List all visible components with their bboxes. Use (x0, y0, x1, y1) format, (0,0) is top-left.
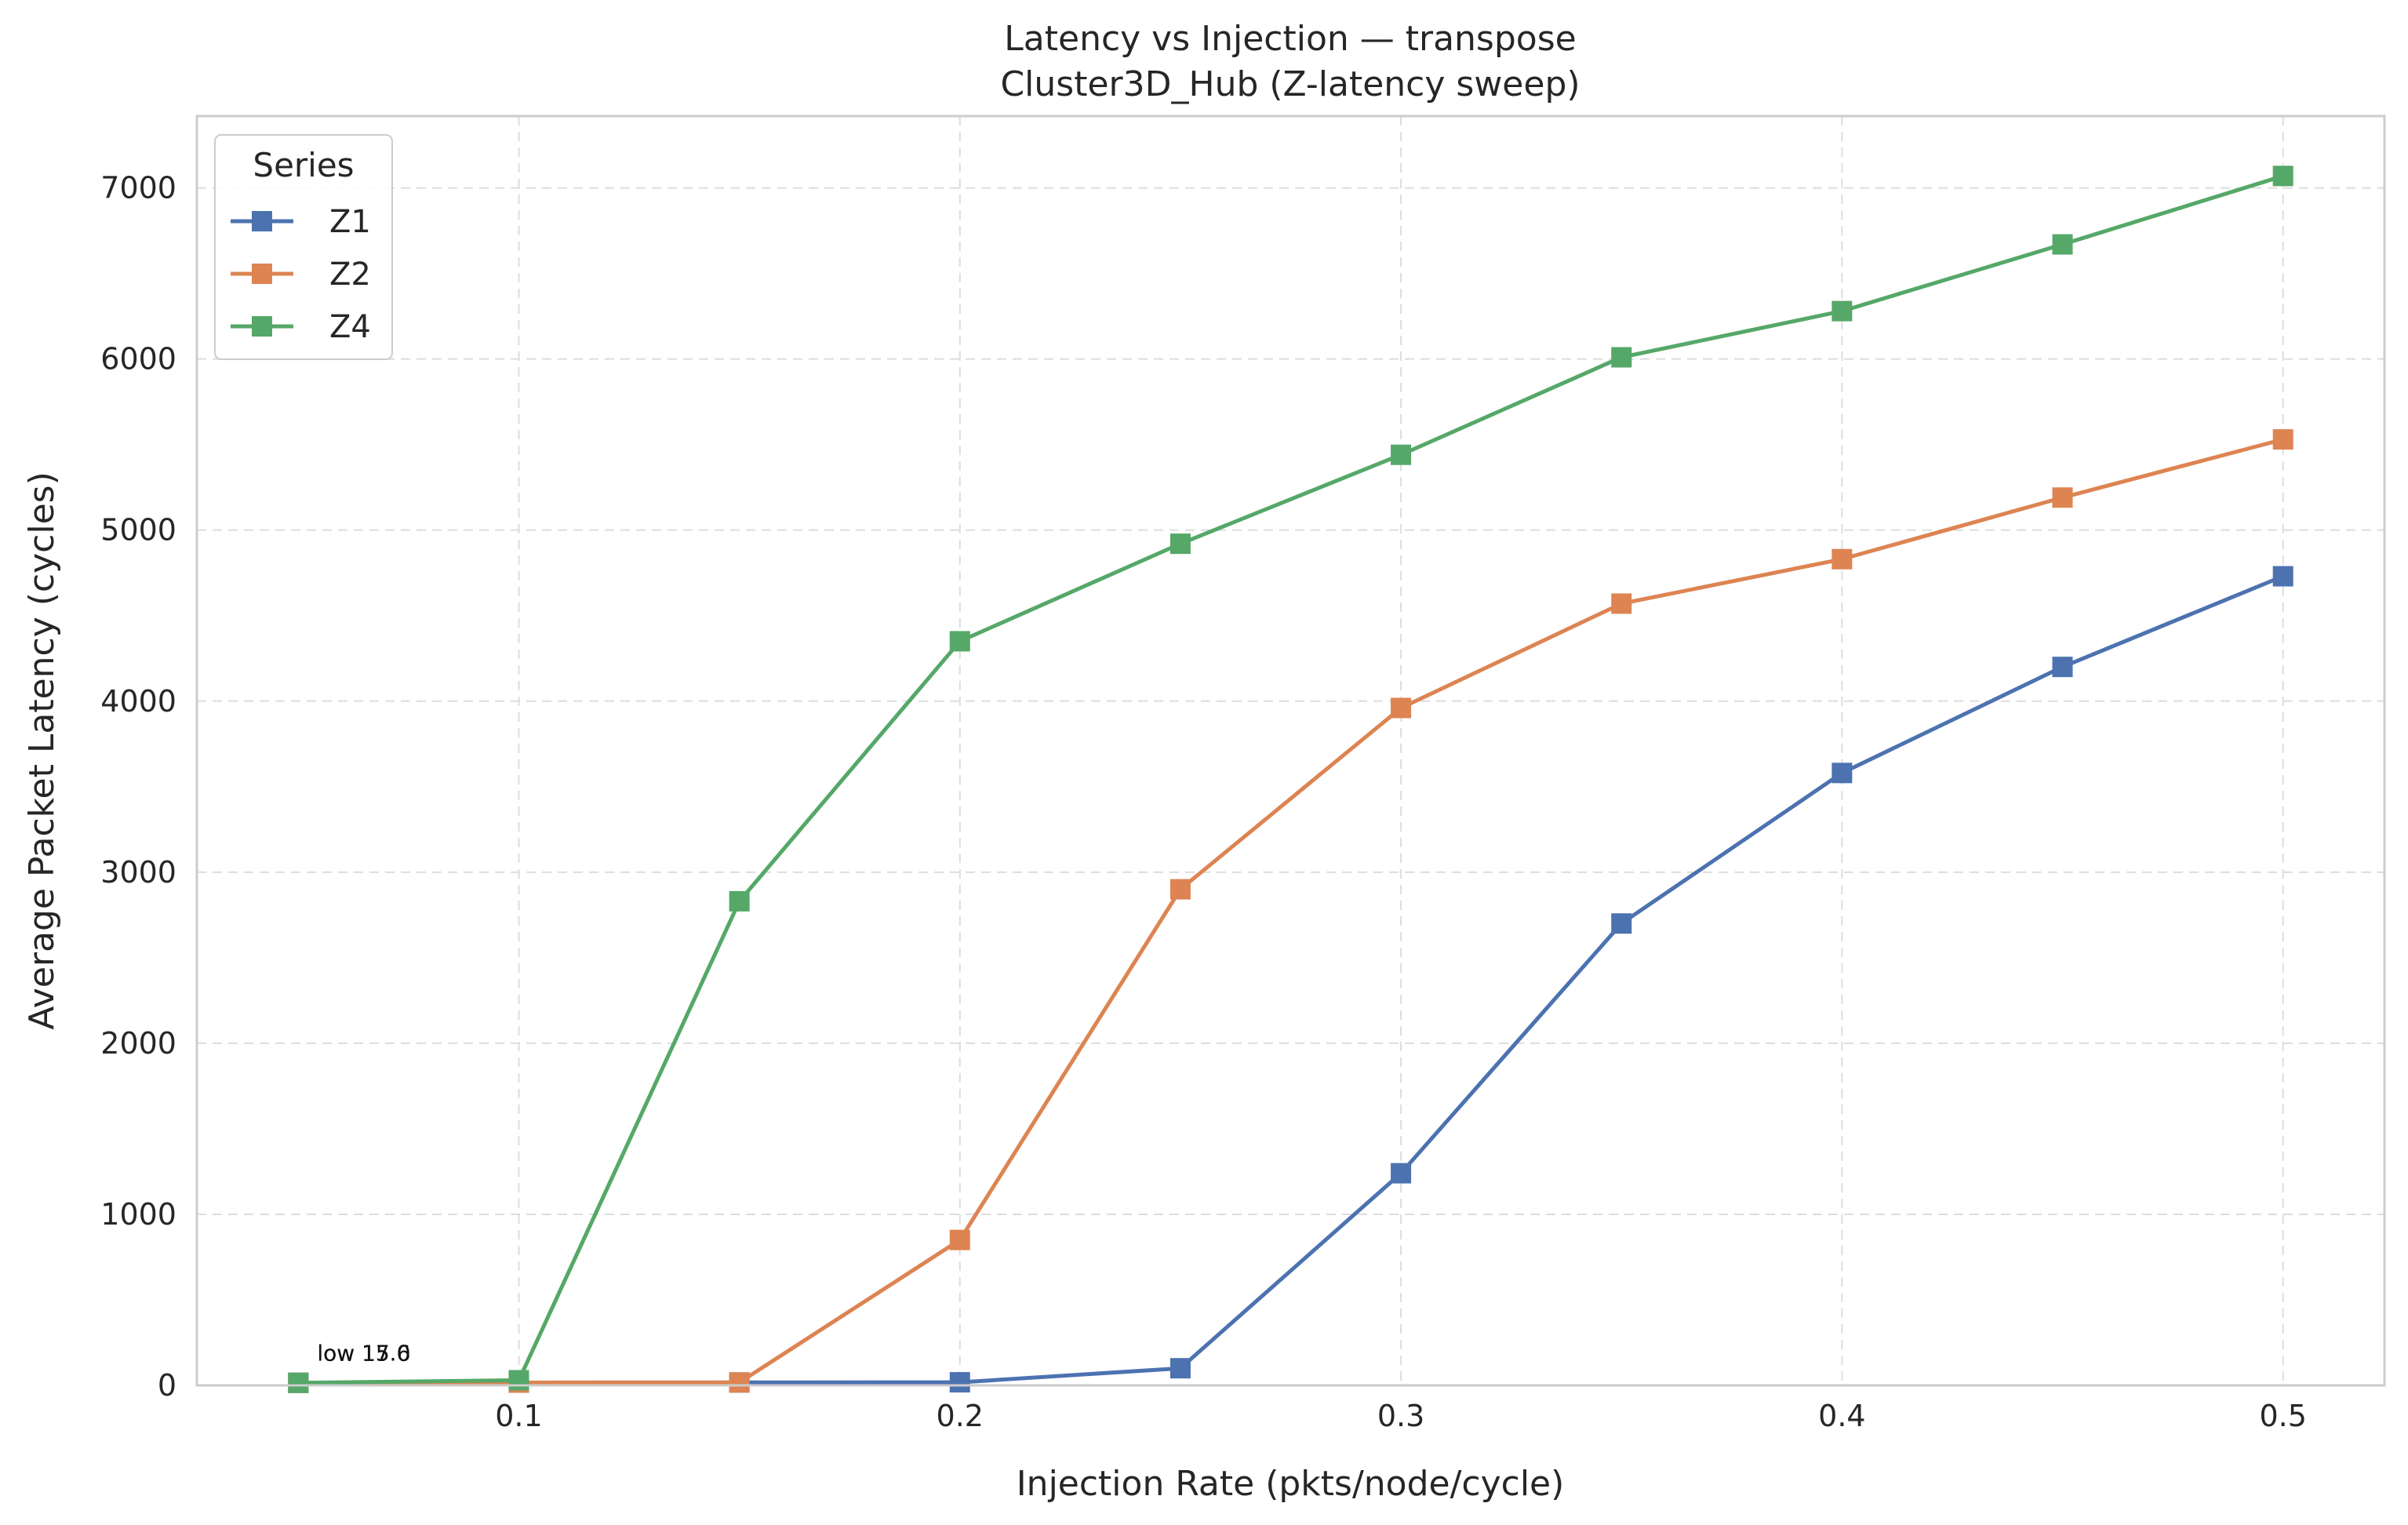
series-group (288, 166, 2293, 1393)
x-tick-label: 0.5 (2259, 1399, 2306, 1433)
point-annotation: low 15.0 (317, 1341, 410, 1367)
y-tick-label: 6000 (100, 342, 176, 377)
x-tick-label: 0.4 (1818, 1399, 1865, 1433)
data-point (1831, 300, 1853, 322)
data-point (2052, 234, 2073, 255)
data-point (1169, 879, 1191, 900)
data-point (2052, 657, 2073, 678)
data-point (1611, 593, 1632, 614)
data-point (949, 1372, 970, 1393)
data-point (288, 1372, 309, 1393)
legend-label: Z1 (329, 204, 371, 240)
data-point (2272, 566, 2293, 587)
legend-box (214, 134, 393, 360)
legend-label: Z4 (329, 309, 371, 345)
chart-subtitle: Cluster3D_Hub (Z-latency sweep) (1000, 64, 1580, 104)
series-z4 (288, 166, 2293, 1393)
y-tick-label: 7000 (100, 171, 176, 206)
point-annotation: low 17.6 (317, 1341, 410, 1367)
chart-title: Latency vs Injection — transpose (1004, 19, 1576, 59)
legend-items: Z1 Z2 Z4 (231, 204, 371, 345)
data-point (2052, 487, 2073, 508)
y-tick-label: 2000 (100, 1026, 176, 1061)
legend-entry-z1: Z1 (231, 204, 371, 240)
data-point (2272, 166, 2293, 187)
y-tick-label: 4000 (100, 684, 176, 719)
legend: Series Z1 Z2 Z4 (214, 134, 393, 360)
y-tick-label: 5000 (100, 513, 176, 548)
x-tick-label: 0.1 (495, 1399, 542, 1433)
data-point (1169, 533, 1191, 555)
data-point (1391, 697, 1412, 719)
x-axis-label: Injection Rate (pkts/node/cycle) (1017, 1464, 1565, 1504)
data-point (1611, 913, 1632, 934)
data-point (1831, 762, 1853, 784)
data-point (508, 1370, 529, 1391)
data-point (729, 1372, 750, 1393)
legend-marker (252, 316, 272, 337)
legend-label: Z2 (329, 257, 371, 293)
ticks: 0.1 0.2 0.3 0.4 0.5 0 1000 2000 3000 4000 5000 6000… (100, 171, 2307, 1433)
legend-marker (252, 264, 272, 284)
data-point (949, 631, 970, 652)
data-point (1391, 1163, 1412, 1184)
data-point (1831, 548, 1853, 570)
data-point (949, 1229, 970, 1250)
plot-frame (195, 115, 2386, 1387)
data-point (1391, 444, 1412, 465)
legend-entry-z4: Z4 (231, 309, 371, 345)
data-point (2272, 429, 2293, 450)
data-point (729, 890, 750, 912)
y-tick-label: 0 (158, 1368, 176, 1403)
legend-marker (252, 211, 272, 231)
data-point (1611, 347, 1632, 368)
data-point (1169, 1358, 1191, 1379)
series-line (298, 173, 2284, 1385)
point-annotation: low 15.0 (317, 1341, 410, 1367)
series-line (298, 437, 2284, 1385)
legend-entry-z2: Z2 (231, 257, 371, 293)
x-tick-label: 0.3 (1377, 1399, 1424, 1433)
y-tick-label: 3000 (100, 855, 176, 890)
legend-title: Series (253, 146, 354, 184)
y-axis-label: Average Packet Latency (cycles) (22, 471, 62, 1029)
x-tick-label: 0.2 (937, 1399, 984, 1433)
y-tick-label: 1000 (100, 1197, 176, 1232)
